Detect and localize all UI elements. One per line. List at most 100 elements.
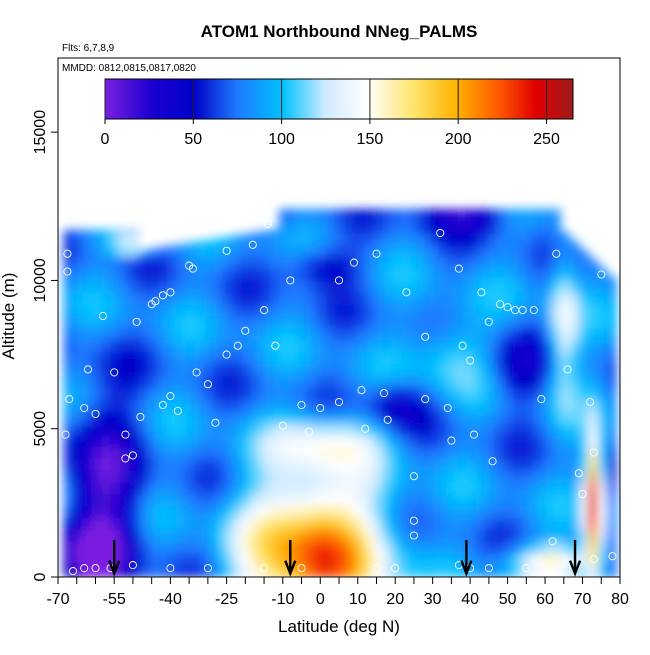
heatmap-cell — [63, 244, 74, 258]
heatmap-cell — [410, 221, 421, 234]
heatmap-cell — [578, 387, 589, 400]
heatmap-cell — [335, 446, 346, 459]
heatmap-cell — [419, 470, 430, 483]
heatmap-cell — [353, 292, 364, 305]
heatmap-cell — [119, 565, 130, 577]
heatmap-cell — [138, 339, 149, 353]
x-tick-label: 70 — [574, 591, 592, 608]
heatmap-cell — [578, 434, 589, 448]
heatmap-cell — [166, 422, 177, 436]
heatmap-cell — [325, 244, 336, 258]
heatmap-cell — [363, 458, 374, 471]
heatmap-cell — [503, 505, 514, 519]
heatmap-cell — [428, 470, 439, 483]
heatmap-cell — [297, 209, 308, 222]
heatmap-cell — [194, 541, 205, 554]
heatmap-cell — [250, 256, 261, 270]
heatmap-cell — [101, 410, 112, 424]
heatmap-cell — [147, 458, 158, 471]
sample-marker — [158, 291, 167, 300]
heatmap-cell — [204, 387, 215, 400]
heatmap-cell — [410, 209, 421, 222]
heatmap-cell — [316, 209, 327, 222]
heatmap-cell — [129, 410, 140, 424]
heatmap-cell — [129, 232, 140, 246]
heatmap-cell — [410, 292, 421, 305]
heatmap-cell — [213, 482, 224, 495]
heatmap-cell — [232, 446, 243, 459]
heatmap-cell — [438, 221, 449, 234]
heatmap-cell — [232, 292, 243, 305]
heatmap-cell — [513, 327, 524, 341]
heatmap-cell — [325, 209, 336, 222]
heatmap-cell — [353, 553, 364, 566]
heatmap-cell — [513, 256, 524, 270]
heatmap-cell — [232, 387, 243, 400]
sample-marker — [458, 341, 467, 350]
heatmap-cell — [428, 565, 439, 577]
heatmap-cell — [101, 375, 112, 388]
heatmap-cell — [316, 387, 327, 400]
heatmap-cell — [232, 517, 243, 531]
heatmap-cell — [288, 565, 299, 577]
heatmap-cell — [372, 458, 383, 471]
heatmap-cell — [288, 280, 299, 293]
heatmap-cell — [72, 422, 83, 436]
heatmap-cell — [232, 375, 243, 388]
heatmap-cell — [560, 553, 571, 566]
heatmap-cell — [260, 410, 271, 424]
heatmap-cell — [63, 410, 74, 424]
heatmap-cell — [297, 292, 308, 305]
heatmap-cell — [466, 292, 477, 305]
heatmap-cell — [344, 280, 355, 293]
heatmap-cell — [241, 339, 252, 353]
heatmap-cell — [428, 553, 439, 566]
heatmap-cell — [475, 387, 486, 400]
heatmap-cell — [400, 268, 411, 282]
heatmap-cell — [560, 422, 571, 436]
heatmap-cell — [391, 565, 402, 577]
heatmap-cell — [241, 363, 252, 376]
heatmap-cell — [185, 505, 196, 519]
heatmap-cell — [176, 493, 186, 507]
sample-marker — [409, 516, 418, 525]
heatmap-cell — [400, 565, 411, 577]
chart-title: ATOM1 Northbound NNeg_PALMS — [201, 22, 478, 41]
heatmap-cell — [597, 351, 608, 365]
heatmap-cell — [410, 470, 421, 483]
heatmap-cell — [176, 458, 186, 471]
heatmap-cell — [363, 387, 374, 400]
heatmap-cell — [176, 316, 186, 329]
heatmap-cell — [241, 434, 252, 448]
heatmap-cell — [269, 339, 280, 353]
heatmap-cell — [204, 304, 215, 317]
heatmap-cell — [72, 387, 83, 400]
heatmap-cell — [353, 529, 364, 543]
heatmap-cell — [119, 410, 130, 424]
heatmap-cell — [138, 256, 149, 270]
sample-marker — [132, 317, 141, 326]
heatmap-cell — [485, 387, 496, 400]
heatmap-cell — [72, 399, 83, 412]
heatmap-cell — [250, 482, 261, 495]
heatmap-cell — [522, 541, 533, 554]
heatmap-cell — [316, 280, 327, 293]
heatmap-cell — [110, 553, 121, 566]
heatmap-cell — [260, 553, 271, 566]
x-axis-label: Latitude (deg N) — [278, 617, 400, 636]
heatmap-cell — [353, 446, 364, 459]
heatmap-cell — [279, 517, 290, 531]
heatmap-cell — [110, 422, 121, 436]
heatmap-cell — [138, 529, 149, 543]
heatmap-cell — [325, 410, 336, 424]
heatmap-cell — [269, 517, 280, 531]
heatmap-cell — [119, 316, 130, 329]
heatmap-cell — [250, 399, 261, 412]
heatmap-cell — [101, 541, 112, 554]
heatmap-cell — [325, 470, 336, 483]
heatmap-cell — [82, 505, 93, 519]
sample-marker — [297, 400, 306, 410]
heatmap-cell — [82, 399, 93, 412]
heatmap-cell — [204, 375, 215, 388]
heatmap-cell — [363, 565, 374, 577]
